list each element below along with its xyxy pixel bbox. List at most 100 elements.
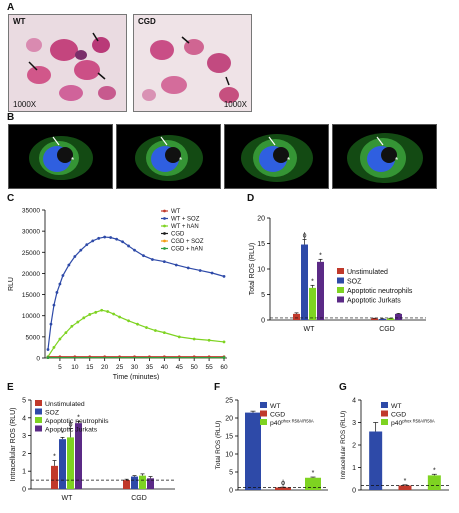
chart-g-significance-mark: * [433,467,436,474]
chart-d-y-tick-label: 10 [257,267,265,274]
chart-c-data-point [145,326,148,329]
chart-f-legend-superscript: phox R58A/R58A [281,419,314,424]
chart-c-x-tick-label: 35 [146,364,154,371]
chart-c-x-tick-label: 25 [116,364,124,371]
chart-e-group-label: WT [62,495,74,502]
chart-c-data-point [85,243,89,247]
chart-d-bar [395,313,402,320]
fluorescence-image-3: * [225,125,328,188]
svg-text:*: * [71,156,74,165]
chart-c-data-point [52,346,56,349]
chart-c-data-point [207,338,211,342]
chart-f-y-tick-label: 15 [225,434,233,441]
chart-d-significance-mark: ɸ [303,232,307,239]
chart-d-bar [309,287,316,320]
panel-label-c: C [7,193,15,204]
chart-c-data-point [222,274,226,278]
chart-c-series-line [47,236,225,350]
chart-e-legend-swatch [35,400,42,406]
chart-f-y-tick-label: 5 [229,470,233,477]
chart-g-y-axis-label: Intracellular ROS (RLU) [340,411,347,480]
chart-c-data-point [91,239,95,243]
chart-d-significance-mark: * [319,252,322,259]
chart-e-legend-swatch [35,425,42,432]
chart-f: 0 5 10 15 20 25 Total ROS (RLU) ɸ * WT CGDp40phox … [215,398,328,495]
chart-c-y-tick-label: 15000 [22,292,40,299]
chart-c-data-point [103,235,107,239]
chart-c-x-tick-label: 20 [101,364,109,371]
chart-d-y-tick-label: 0 [261,318,265,325]
chart-c-legend-label: CGD + hAN [171,247,203,253]
chart-d-legend-swatch [337,277,344,284]
chart-g-y-tick-label: 4 [352,398,356,405]
micrograph-wt: WT 1000X [8,14,127,112]
chart-e: 0 1 2 3 4 5 Intracellular ROS (RLU) * * ɸ * WT CGD Un… [10,398,175,502]
chart-g-legend-label: CGD [391,412,406,419]
panel-label-f: F [214,382,221,393]
chart-c-legend-label: WT + hAN [171,224,199,230]
chart-e-significance-mark: * [61,430,64,437]
chart-g-bar [427,475,441,490]
chart-c-data-point [49,322,53,326]
chart-c-data-point [121,240,124,244]
chart-e-y-tick-label: 0 [22,487,26,494]
chart-c-legend-label: CGD + SOZ [171,239,204,245]
chart-e-significance-mark: * [77,414,80,421]
chart-c-data-point [127,319,130,323]
chart-e-bar [59,439,66,489]
chart-f-y-tick-label: 20 [225,416,233,423]
chart-g-bar [398,485,412,490]
chart-c-data-point [106,310,110,313]
svg-text:*: * [395,156,398,165]
chart-c: 0 5000 10000 15000 20000 25000 30000 35000 5 10 15… [8,208,228,381]
micrograph-cgd-label: CGD [138,17,156,26]
chart-f-bar [305,477,321,490]
chart-c-legend-marker [163,239,166,243]
chart-c-data-point [79,248,83,252]
chart-d-legend-label: SOZ [347,279,362,286]
chart-c-data-point [112,312,116,316]
chart-e-legend-label: Apoptotic neutrophils [45,418,109,425]
chart-e-y-tick-label: 5 [22,398,26,405]
chart-c-data-point [97,236,101,240]
chart-e-y-axis-label: Intracellular ROS (RLU) [10,408,17,482]
chart-e-bar [51,465,58,489]
chart-f-legend-label: p40phox R58A/R58A [270,419,314,428]
chart-d-bar [317,261,324,320]
chart-c-legend-marker [163,217,166,220]
fluorescence-frame-3: * [224,124,329,189]
chart-c-data-point [52,303,56,307]
chart-c-data-point [127,244,130,248]
micrograph-cgd-magnification: 1000X [223,100,247,109]
chart-d-legend-swatch [337,287,344,293]
chart-c-data-point [186,266,190,270]
chart-c-y-tick-label: 30000 [22,229,40,236]
chart-c-data-point [58,337,62,341]
chart-c-data-point [61,274,65,277]
chart-e-bar [123,480,130,489]
chart-c-data-point [222,340,226,344]
chart-e-significance-mark: ɸ [69,421,73,428]
chart-f-bar [245,412,261,490]
panel-label-d: D [247,193,255,204]
chart-d-legend-label: Apoptotic neutrophils [347,288,413,295]
chart-c-series-line [47,309,225,358]
chart-c-data-point [76,320,80,324]
chart-e-y-tick-label: 4 [22,415,26,422]
chart-d-bar [387,318,394,320]
chart-e-bar [67,437,74,489]
chart-e-legend-label: Apoptotic Jurkats [45,427,98,434]
chart-c-x-tick-label: 15 [86,364,94,371]
chart-f-y-tick-label: 0 [229,488,233,495]
svg-text:*: * [179,156,182,165]
chart-c-data-point [136,322,139,326]
micrograph-cgd: CGD 1000X [133,14,252,112]
chart-d-legend-label: Apoptotic Jurkats [347,298,401,305]
chart-g-legend-superscript: phox R58A/R58A [402,419,435,424]
chart-c-data-point [118,315,121,319]
chart-c-data-point [46,356,50,359]
chart-c-data-point [46,348,50,351]
micrograph-wt-label: WT [13,17,26,26]
chart-c-data-point [88,313,92,316]
chart-d-bar [301,244,308,320]
